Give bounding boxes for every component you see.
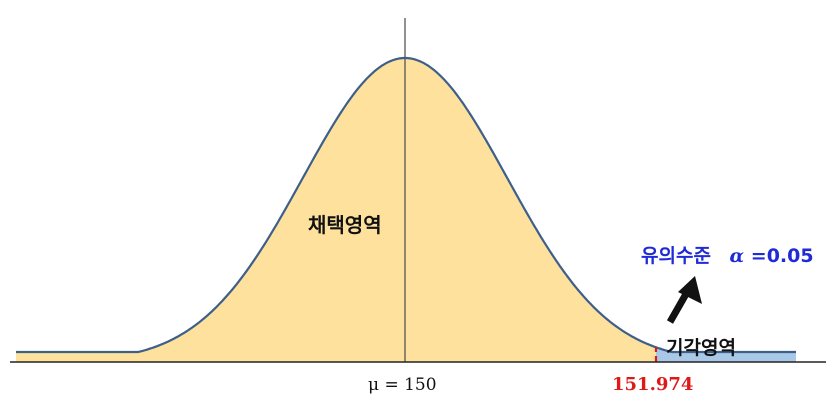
alpha-symbol: α xyxy=(730,245,745,267)
rejection-region-area xyxy=(656,347,796,362)
alpha-value: =0.05 xyxy=(751,245,814,267)
acceptance-region-area xyxy=(16,58,656,362)
bell-curve xyxy=(16,56,796,354)
significance-text: 유의수준 xyxy=(641,245,711,267)
acceptance-region-label: 채택영역 xyxy=(308,213,382,237)
mean-label: μ = 150 xyxy=(368,375,437,395)
significance-arrow-head xyxy=(678,276,702,304)
significance-level-label: 유의수준 α =0.05 xyxy=(641,245,814,267)
critical-value-label: 151.974 xyxy=(612,374,693,395)
significance-arrow-shaft xyxy=(666,292,690,324)
rejection-region-label: 기각영역 xyxy=(666,337,736,359)
